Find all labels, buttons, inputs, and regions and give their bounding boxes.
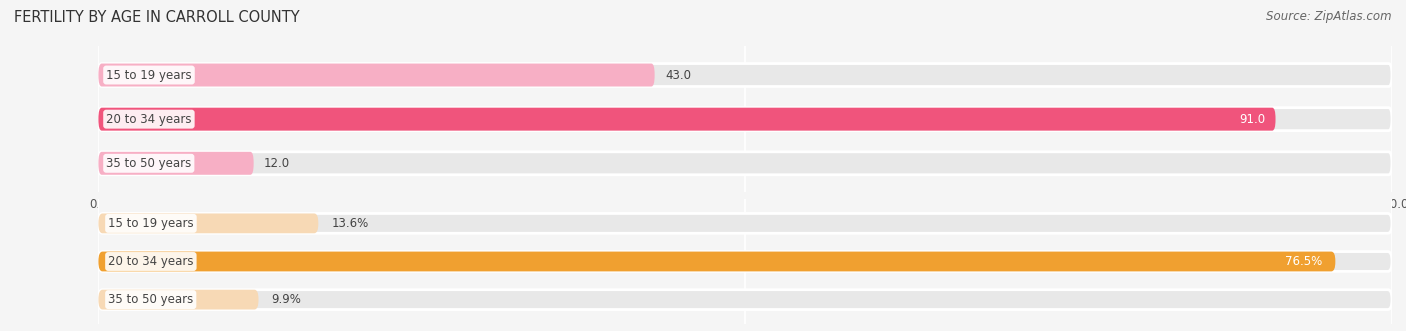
Text: 91.0: 91.0: [1239, 113, 1265, 126]
Text: 76.5%: 76.5%: [1285, 255, 1323, 268]
FancyBboxPatch shape: [98, 252, 1392, 271]
Text: 13.6%: 13.6%: [332, 217, 368, 230]
Text: 43.0: 43.0: [665, 69, 690, 81]
FancyBboxPatch shape: [98, 64, 1392, 86]
FancyBboxPatch shape: [98, 213, 1392, 233]
FancyBboxPatch shape: [98, 152, 253, 175]
FancyBboxPatch shape: [98, 213, 318, 233]
FancyBboxPatch shape: [98, 64, 655, 86]
FancyBboxPatch shape: [98, 290, 1392, 309]
FancyBboxPatch shape: [98, 152, 1392, 175]
FancyBboxPatch shape: [98, 252, 1336, 271]
Text: 20 to 34 years: 20 to 34 years: [108, 255, 194, 268]
Text: 9.9%: 9.9%: [271, 293, 301, 306]
Text: 35 to 50 years: 35 to 50 years: [107, 157, 191, 170]
Text: 15 to 19 years: 15 to 19 years: [108, 217, 194, 230]
Text: 20 to 34 years: 20 to 34 years: [107, 113, 191, 126]
FancyBboxPatch shape: [98, 108, 1275, 131]
FancyBboxPatch shape: [98, 108, 1392, 131]
FancyBboxPatch shape: [98, 290, 259, 309]
Text: 12.0: 12.0: [264, 157, 290, 170]
Text: FERTILITY BY AGE IN CARROLL COUNTY: FERTILITY BY AGE IN CARROLL COUNTY: [14, 10, 299, 25]
Text: Source: ZipAtlas.com: Source: ZipAtlas.com: [1267, 10, 1392, 23]
Text: 35 to 50 years: 35 to 50 years: [108, 293, 194, 306]
Text: 15 to 19 years: 15 to 19 years: [107, 69, 191, 81]
